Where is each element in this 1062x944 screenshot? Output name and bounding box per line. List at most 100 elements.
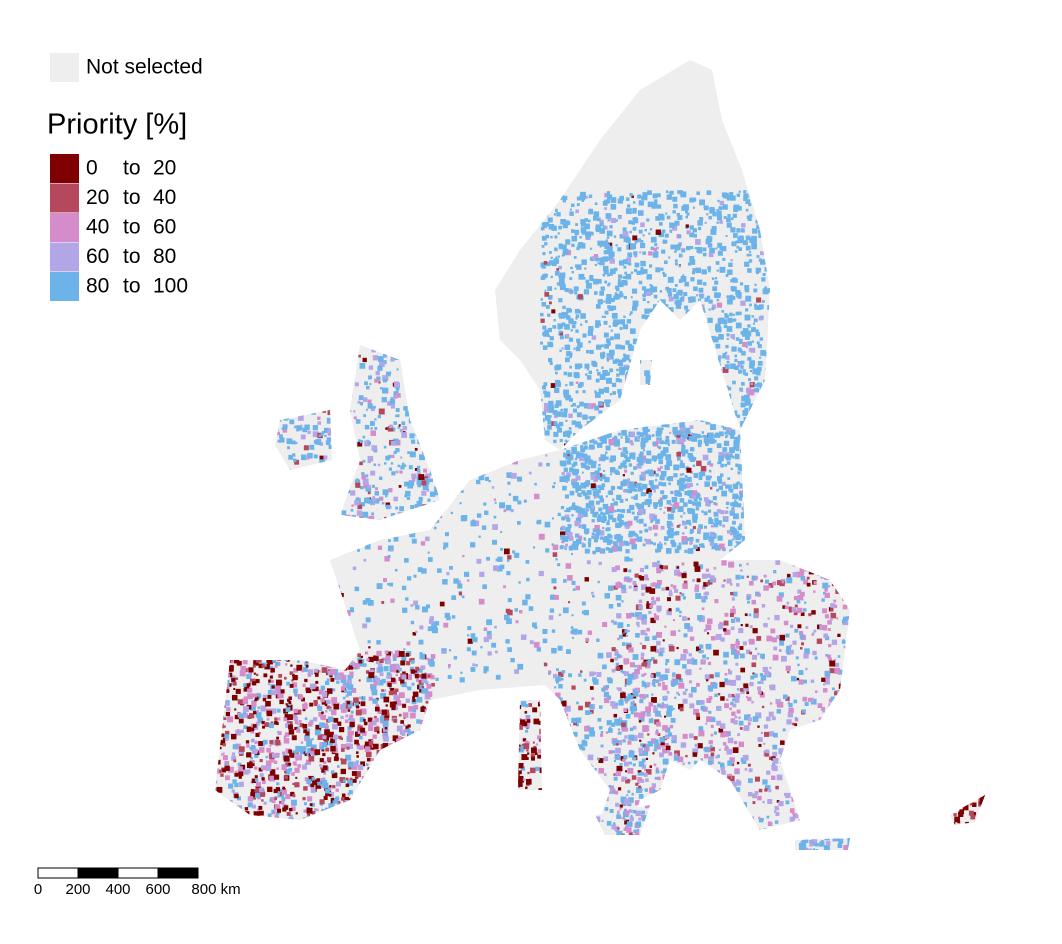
cell [563, 371, 568, 376]
cell [355, 482, 361, 488]
cell [719, 247, 723, 251]
cell [705, 362, 712, 369]
cell [322, 409, 326, 413]
cell [570, 467, 574, 470]
cell [605, 213, 612, 219]
cell [634, 364, 640, 369]
cell [391, 705, 396, 711]
cell [382, 720, 389, 727]
cell [439, 355, 444, 359]
cell [682, 698, 688, 704]
cell [306, 740, 313, 747]
cell [583, 492, 588, 497]
cell [712, 830, 716, 834]
cell [543, 407, 550, 413]
cell [659, 475, 665, 481]
cell [384, 462, 387, 465]
cell [697, 397, 702, 402]
cell [295, 776, 298, 779]
cell [568, 427, 572, 430]
cell [244, 807, 249, 811]
cell [626, 204, 631, 208]
cell [559, 332, 563, 336]
cell [424, 708, 430, 714]
cell [640, 403, 646, 409]
cell [371, 720, 377, 726]
cell [265, 765, 272, 771]
cell [746, 336, 750, 340]
cell [588, 459, 594, 465]
cell [638, 200, 644, 206]
cell [331, 701, 336, 706]
cell [684, 403, 690, 409]
cell [591, 535, 595, 539]
cell [768, 428, 774, 435]
cell [324, 653, 329, 658]
cell [669, 230, 673, 234]
cell [747, 457, 751, 461]
cell [548, 400, 554, 407]
cell [674, 220, 680, 226]
cell [436, 407, 441, 413]
cell [581, 524, 587, 529]
cell [389, 701, 396, 708]
cell [573, 545, 579, 551]
cell [272, 753, 277, 758]
cell [726, 578, 732, 584]
cell [329, 820, 335, 826]
cell [636, 388, 642, 394]
cell [429, 505, 434, 509]
cell [712, 363, 719, 369]
cell [553, 318, 556, 322]
cell [696, 460, 702, 467]
cell [663, 273, 667, 277]
cell [607, 273, 610, 277]
cell [653, 505, 658, 509]
cell [596, 344, 602, 350]
cell [648, 321, 653, 325]
cell [572, 540, 579, 547]
cell [519, 610, 523, 614]
cell [543, 382, 548, 387]
cell [626, 794, 629, 797]
cell [571, 580, 576, 585]
cell [659, 290, 663, 293]
cell [610, 502, 614, 507]
cell [398, 519, 404, 525]
cell [466, 459, 469, 462]
cell [580, 227, 587, 233]
cell [636, 359, 642, 364]
cell [217, 816, 221, 819]
cell [425, 523, 428, 527]
cell [348, 665, 353, 670]
cell [381, 397, 387, 403]
cell [366, 757, 371, 762]
cell [391, 357, 395, 362]
cell [584, 548, 590, 554]
cell [702, 545, 705, 549]
cell [641, 592, 645, 596]
cell [576, 246, 580, 251]
cell [681, 437, 686, 442]
cell [567, 524, 572, 529]
cell [568, 673, 573, 678]
cell [690, 382, 695, 388]
cell [619, 486, 623, 490]
cell [307, 728, 311, 732]
cell [341, 793, 346, 798]
cell [430, 455, 436, 461]
cell [690, 352, 695, 357]
cell [215, 796, 219, 801]
cell [813, 629, 817, 633]
cell [350, 675, 354, 679]
cell [754, 776, 760, 782]
cell [718, 485, 724, 490]
cell [704, 297, 709, 302]
cell [730, 279, 734, 283]
cell [564, 494, 570, 499]
cell [726, 326, 733, 332]
cell [734, 365, 739, 371]
cell [426, 775, 432, 781]
cell [401, 656, 407, 662]
cell [622, 324, 629, 330]
